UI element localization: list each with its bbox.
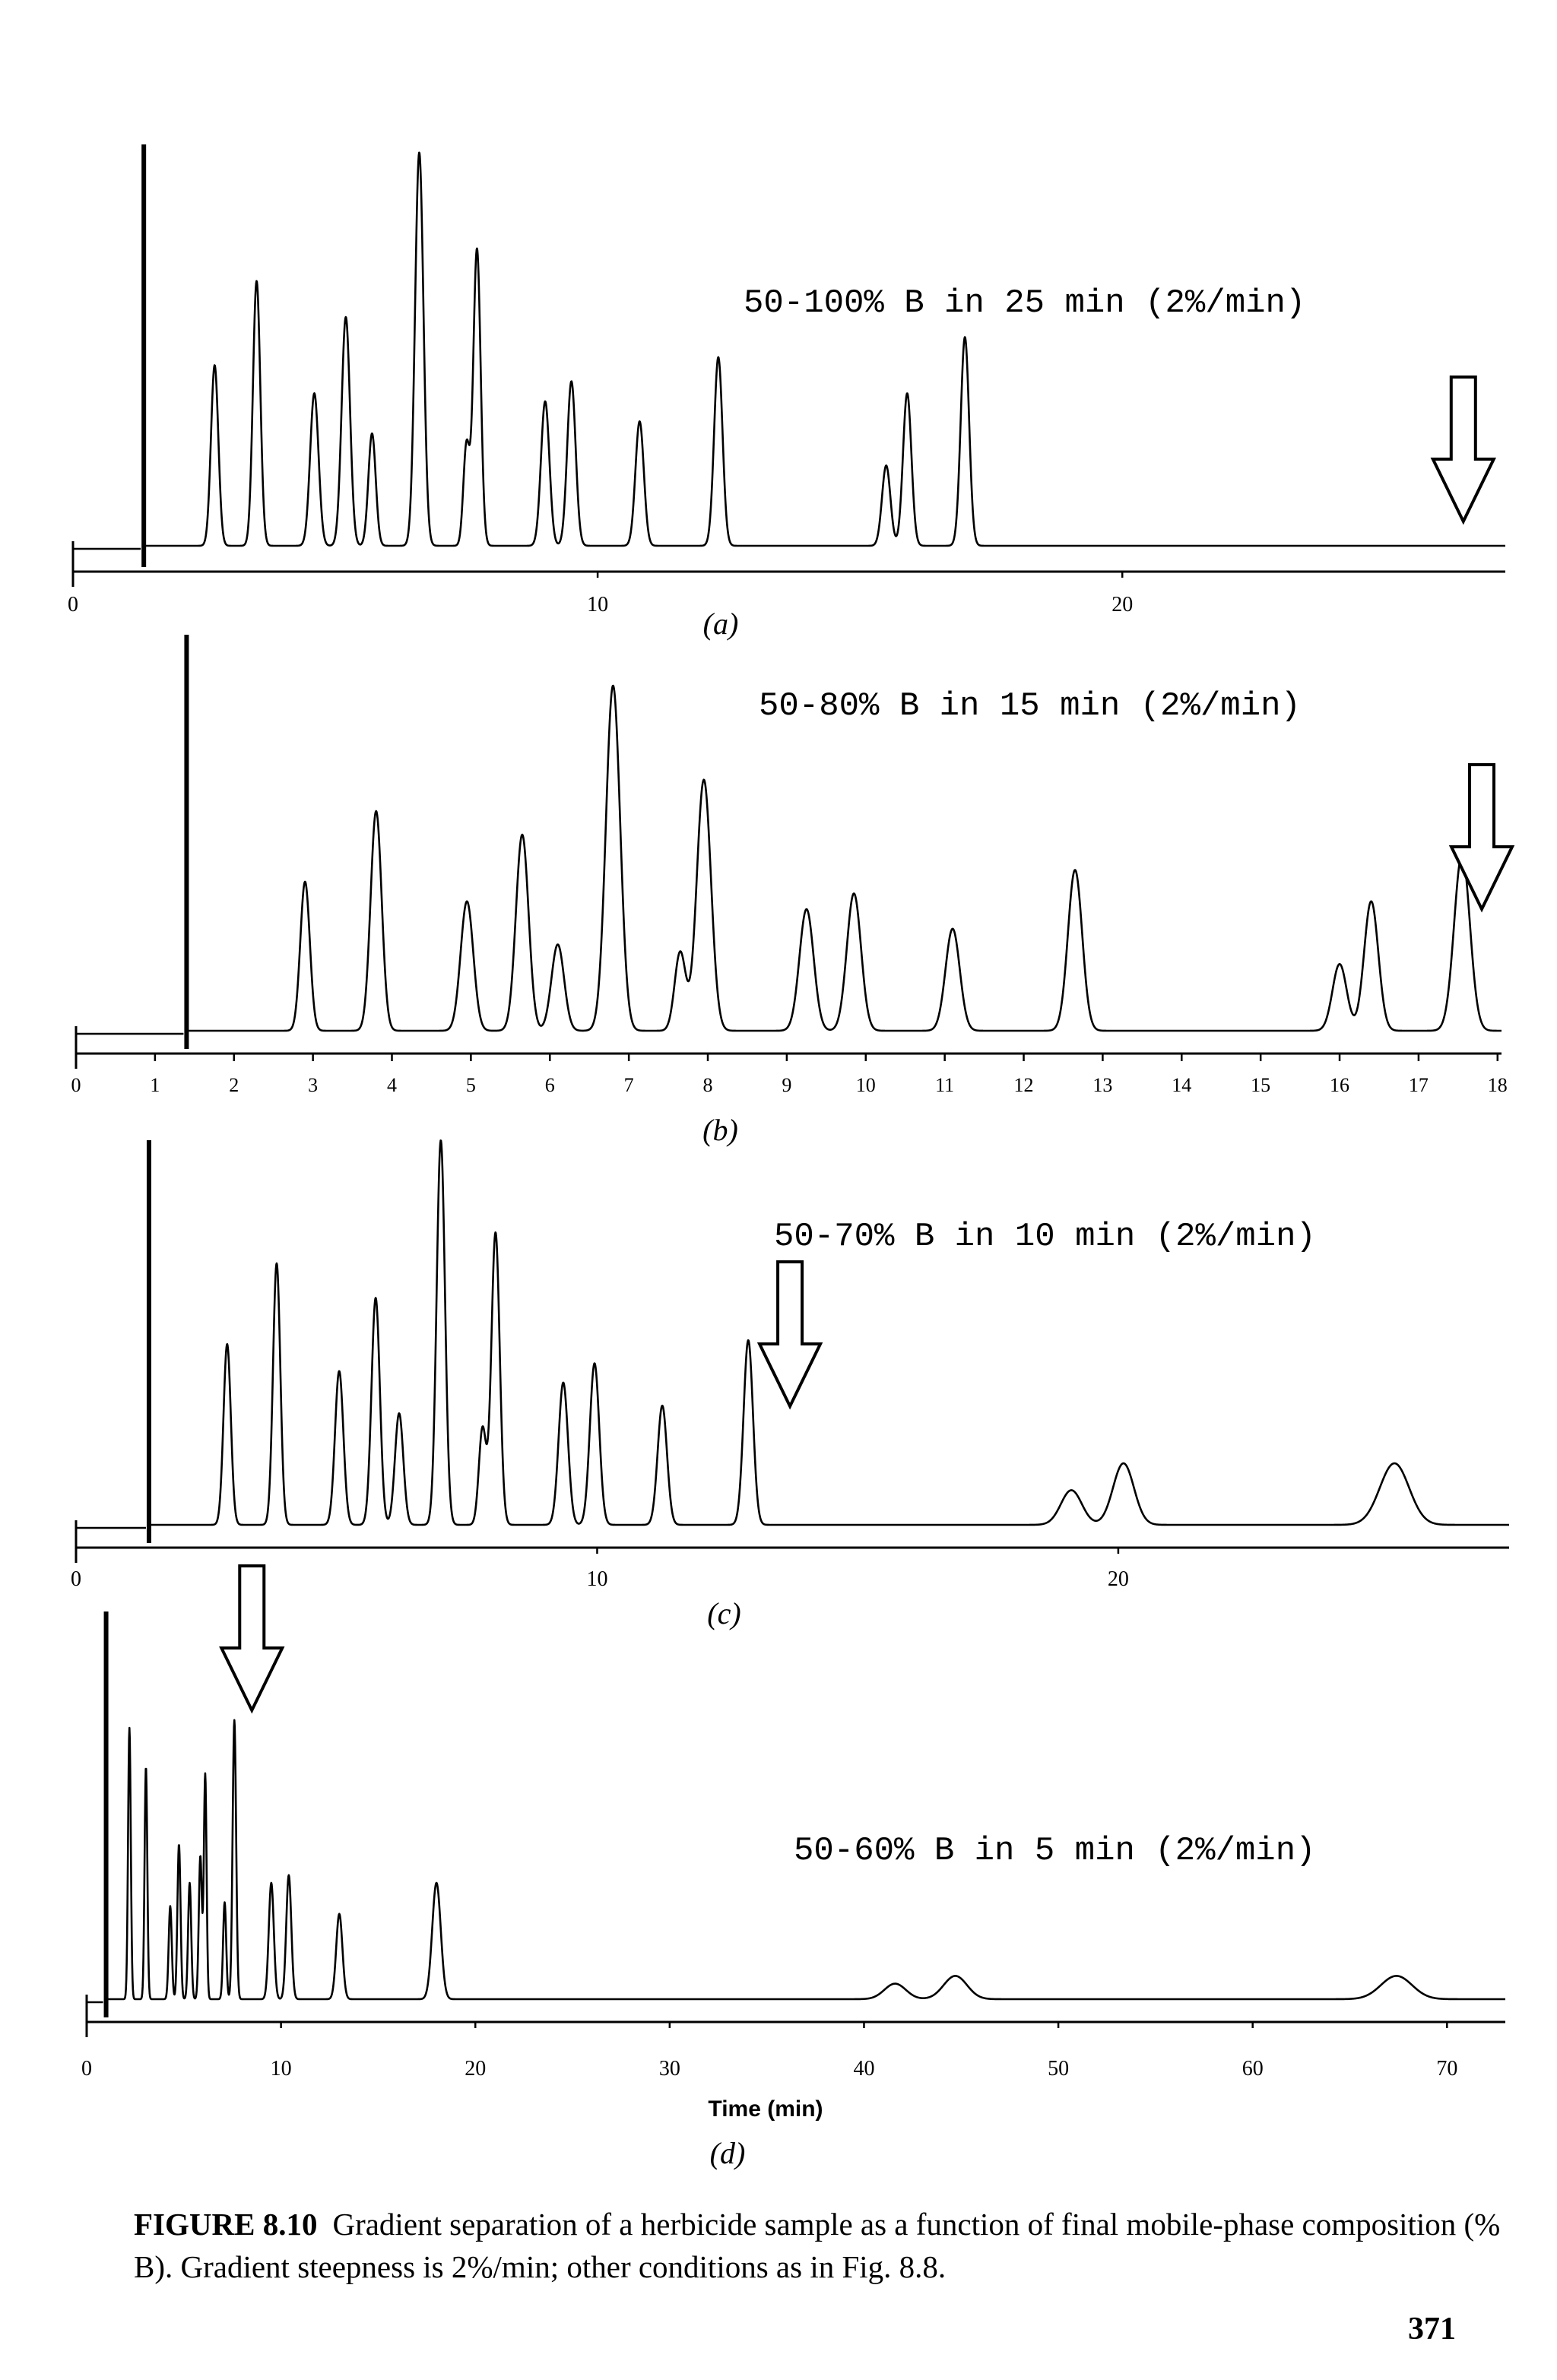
x-tick-label: 11 [935,1074,954,1096]
x-tick-label: 10 [271,2057,292,2081]
gradient-end-arrow-icon [1448,763,1515,913]
x-tick-label: 0 [71,1074,81,1096]
x-tick-label: 30 [659,2057,680,2081]
x-tick-label: 50 [1048,2057,1069,2081]
chromatogram-trace [105,1719,1506,2001]
gradient-end-arrow-icon [219,1564,285,1714]
x-tick-label: 60 [1242,2057,1264,2081]
x-tick-label: 15 [1251,1074,1270,1096]
chromatogram-c: 0 10 20 (c) 50-70% B in 10 min (2%/min) [71,1139,1510,1631]
x-tick-label: 0 [81,2057,92,2081]
page-number: 371 [1408,2312,1456,2347]
x-tick-label: 12 [1014,1074,1034,1096]
x-tick-label: 40 [853,2057,874,2081]
x-tick-label: 0 [71,1567,81,1591]
gradient-annotation: 50-80% B in 15 min (2%/min) [759,687,1301,725]
chromatogram-trace [148,1139,1510,1526]
x-axis-label: Time (min) [708,2096,823,2122]
figure-caption: FIGURE 8.10 Gradient separation of a herb… [134,2203,1517,2288]
x-tick-label: 4 [387,1074,397,1096]
x-tick-label: 3 [308,1074,318,1096]
x-tick-label: 10 [587,593,608,616]
x-tick-label: 20 [1108,1567,1129,1591]
x-tick-label: 10 [586,1567,607,1591]
figure-label: FIGURE 8.10 [134,2207,318,2242]
x-tick-label: 14 [1172,1074,1191,1096]
gradient-end-arrow-icon [1430,376,1496,525]
x-tick-label: 5 [466,1074,476,1096]
x-tick-label: 7 [624,1074,634,1096]
x-tick-label: 18 [1488,1074,1508,1096]
chromatogram-trace [186,684,1502,1032]
x-tick-label: 70 [1436,2057,1457,2081]
x-tick-label: 0 [68,593,78,616]
panel-label: (a) [703,607,739,641]
figure-caption-text: Gradient separation of a herbicide sampl… [134,2207,1501,2284]
x-tick-label: 1 [150,1074,160,1096]
x-tick-label: 2 [229,1074,239,1096]
gradient-end-arrow-icon [756,1260,823,1410]
x-tick-label: 16 [1330,1074,1349,1096]
x-tick-label: 20 [1111,593,1133,616]
x-tick-label: 13 [1092,1074,1112,1096]
chromatogram-d: 0 10 20 30 40 50 60 70 Time (min) (d) 50-60% B in … [81,1564,1506,2170]
x-tick-label: 9 [782,1074,791,1096]
x-tick-label: 20 [465,2057,486,2081]
x-tick-label: 17 [1409,1074,1429,1096]
x-tick-label: 10 [856,1074,876,1096]
chromatogram-trace [143,151,1506,547]
chromatogram-b: 0 1 2 3 4 5 6 7 8 9 10 11 12 13 14 15 16 17 18(b)50-80% B … [71,635,1515,1147]
panel-label: (b) [702,1113,738,1147]
gradient-annotation: 50-70% B in 10 min (2%/min) [774,1218,1316,1256]
x-tick-label: 8 [703,1074,713,1096]
panel-label: (d) [710,2136,746,2170]
gradient-annotation: 50-100% B in 25 min (2%/min) [744,284,1305,322]
panel-label: (c) [707,1596,740,1631]
chromatogram-a: 0 10 20 (a) 50-100% B in 25 min (2%/min) [68,144,1506,641]
x-tick-label: 6 [545,1074,555,1096]
gradient-annotation: 50-60% B in 5 min (2%/min) [794,1832,1316,1870]
